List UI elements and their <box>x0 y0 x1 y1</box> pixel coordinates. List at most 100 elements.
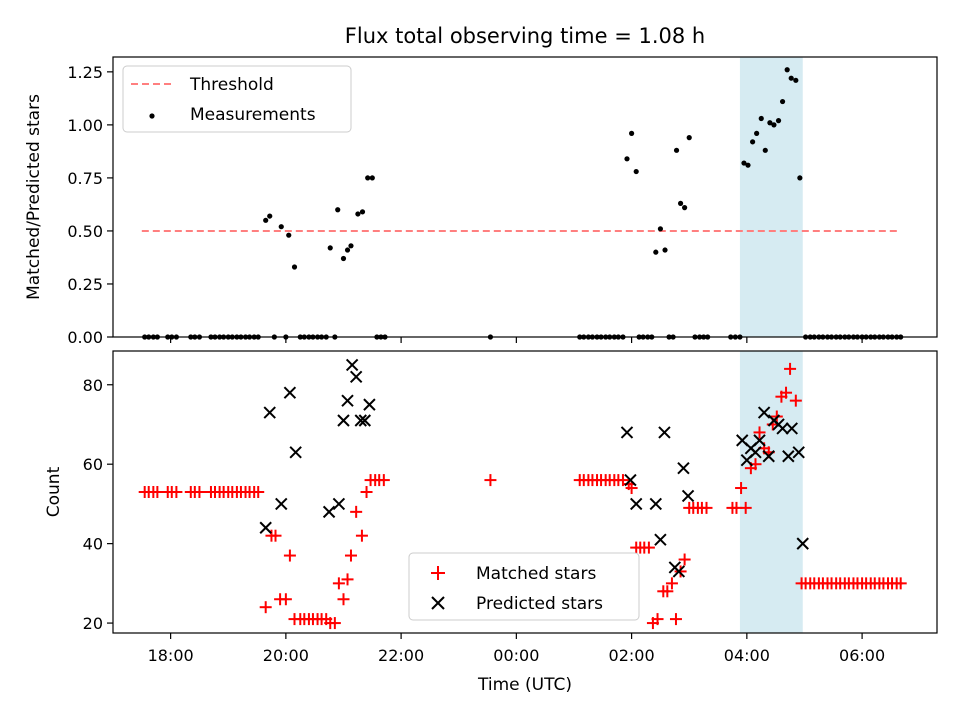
matched-star-point <box>170 486 183 498</box>
x-tick-label: 02:00 <box>609 646 655 665</box>
matched-star-point <box>151 486 164 498</box>
y-tick-label: 0.25 <box>67 275 103 294</box>
legend-matched-swatch <box>431 566 445 580</box>
predicted-star-point <box>337 414 350 427</box>
measurement-point <box>359 209 366 215</box>
measurement-point <box>662 247 668 253</box>
measurement-point <box>677 200 684 206</box>
matched-star-point <box>332 577 345 590</box>
matched-star-point <box>780 386 793 399</box>
legend-measurements-swatch <box>149 113 155 119</box>
y-tick-label: 60 <box>83 455 103 474</box>
bottom-axes-frame <box>112 350 938 634</box>
matched-star-point <box>669 613 682 626</box>
matched-star-point <box>484 474 497 487</box>
measurement-point <box>263 217 269 223</box>
predicted-star-point <box>654 533 667 546</box>
predicted-star-point <box>289 446 302 459</box>
predicted-star-point <box>624 473 637 487</box>
measurement-point <box>767 120 773 126</box>
measurement-point <box>682 205 688 211</box>
legend-predicted-swatch <box>431 596 445 610</box>
x-tick-label: 06:00 <box>839 646 885 665</box>
predicted-star-point <box>259 521 272 534</box>
bottom-x-ticks: 18:00 20:00 22:00 00:00 02:00 04:00 06:00 <box>148 633 885 665</box>
bottom-legend: Matched stars Predicted stars <box>408 552 640 621</box>
predicted-star-point <box>341 394 354 407</box>
predicted-star-point <box>354 414 367 427</box>
legend-matched-label: Matched stars <box>476 564 596 584</box>
measurement-point <box>758 115 764 122</box>
measurement-point <box>633 168 639 175</box>
x-tick-label: 20:00 <box>263 646 309 665</box>
matched-star-point <box>651 613 664 626</box>
chart-title: Flux total observing time = 1.08 h <box>345 24 705 48</box>
legend-measurements-label: Measurements <box>190 105 316 125</box>
measurement-point <box>779 98 786 105</box>
measurement-point <box>750 139 756 145</box>
top-legend-box <box>122 65 352 133</box>
predicted-star-point <box>776 422 789 435</box>
predicted-star-point <box>345 358 359 372</box>
matched-star-point <box>674 565 687 578</box>
measurement-point <box>741 160 747 166</box>
matched-star-point <box>279 593 292 606</box>
matched-star-point <box>665 577 678 590</box>
measurement-point <box>365 175 371 181</box>
y-tick-label: 0.75 <box>67 169 103 188</box>
predicted-star-point <box>757 406 771 419</box>
y-tick-label: 20 <box>83 614 103 633</box>
x-axis-label: Time (UTC) <box>477 675 572 695</box>
y-tick-label: 0.50 <box>67 222 103 241</box>
x-tick-label: 18:00 <box>148 646 194 665</box>
measurement-point <box>653 249 659 255</box>
legend-predicted-label: Predicted stars <box>476 594 603 614</box>
measurement-point <box>657 226 664 232</box>
legend-threshold-label: Threshold <box>189 75 274 95</box>
matched-star-point <box>252 486 265 498</box>
measurement-point <box>797 175 803 181</box>
matched-star-point <box>344 549 357 562</box>
matched-star-point <box>259 601 272 614</box>
top-panel: 0.00 0.25 0.50 0.75 1.00 1.25 Matched/Predict… <box>24 56 938 347</box>
matched-star-point <box>377 474 390 487</box>
measurement-point <box>624 156 630 162</box>
measurement-point <box>793 77 799 83</box>
top-highlight-span <box>739 57 803 337</box>
predicted-star-point <box>283 386 297 399</box>
predicted-star-point <box>649 497 663 511</box>
x-tick-label: 00:00 <box>493 646 539 665</box>
matched-star-point <box>739 501 752 514</box>
measurement-point <box>788 75 794 81</box>
matched-star-point <box>735 482 748 495</box>
measurement-point <box>291 264 298 270</box>
measurement-point <box>267 213 273 219</box>
measurement-point <box>355 211 361 217</box>
predicted-star-point <box>681 489 695 503</box>
measurement-point <box>340 255 347 262</box>
matched-star-point <box>625 482 638 495</box>
predicted-star-point <box>672 565 686 578</box>
predicted-star-point <box>358 414 372 427</box>
matched-star-point <box>642 541 655 554</box>
y-tick-label: 80 <box>83 376 103 395</box>
bottom-panel: 20 40 60 80 18:00 20:00 22:00 00:00 02:00 04:00 0… <box>44 350 938 695</box>
predicted-star-point <box>792 446 805 459</box>
matched-star-point <box>269 529 282 542</box>
top-y-ticks: 0.00 0.25 0.50 0.75 1.00 1.25 <box>67 63 113 347</box>
measurement-point <box>629 130 635 136</box>
measurement-point <box>335 207 341 213</box>
matched-star-point <box>283 549 296 562</box>
measurement-point <box>762 147 768 153</box>
predicted-star-point <box>363 398 376 411</box>
predicted-star-points <box>259 358 809 578</box>
y-tick-label: 40 <box>83 535 103 554</box>
bottom-legend-box <box>408 552 640 621</box>
predicted-star-point <box>749 446 762 459</box>
predicted-star-point <box>263 406 276 419</box>
measurement-point <box>775 118 782 124</box>
y-tick-label: 0.00 <box>67 328 103 347</box>
predicted-star-point <box>275 497 288 511</box>
measurement-point <box>686 135 692 141</box>
predicted-star-point <box>762 450 775 463</box>
